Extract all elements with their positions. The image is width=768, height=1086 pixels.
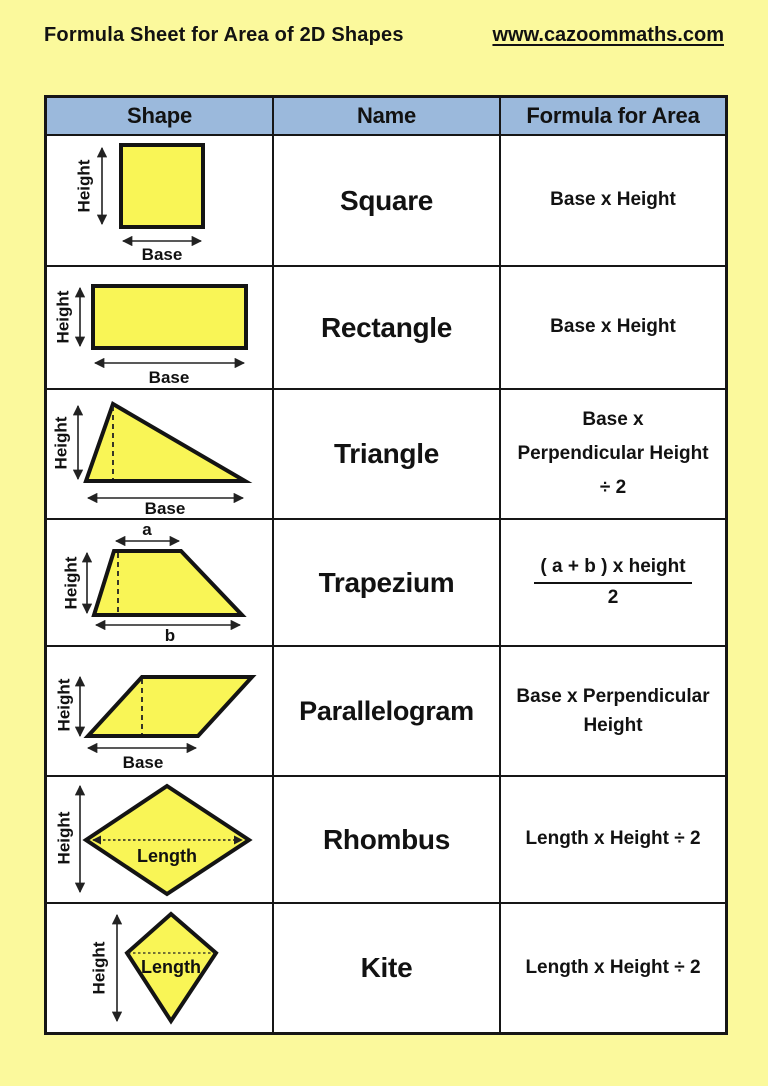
formula-cell: Length x Height ÷ 2 — [501, 904, 725, 1032]
square-shape — [119, 143, 205, 229]
name-cell: Trapezium — [274, 520, 501, 647]
height-label: Height — [55, 678, 74, 731]
parallelogram-diagram: Height Base — [55, 675, 257, 772]
shape-cell-parallelogram: Height Base — [47, 647, 274, 777]
shape-cell-triangle: Height Base — [47, 390, 274, 520]
formula-cell: Length x Height ÷ 2 — [501, 777, 725, 904]
formula-cell: Base x Perpendicular Height — [501, 647, 725, 777]
column-header-formula: Formula for Area — [501, 98, 725, 136]
rhombus-diagram: Height Length — [55, 783, 253, 897]
shape-name: Rectangle — [320, 311, 453, 343]
shape-name: Square — [339, 184, 434, 216]
website-link[interactable]: www.cazoommaths.com — [492, 24, 724, 46]
shape-name: Rhombus — [322, 823, 450, 855]
table-row-triangle: Height Base Triangle Base x Perpendicula… — [47, 390, 725, 520]
formula-cell: ( a + b ) x height 2 — [501, 520, 725, 647]
base-label: Base — [123, 753, 164, 772]
triangle-shape — [83, 401, 253, 483]
formula-text-line1: Base x — [582, 408, 644, 430]
table-header-row: Shape Name Formula for Area — [47, 98, 725, 136]
side-a-label: a — [142, 522, 152, 539]
formula-text-line2: Perpendicular Height — [517, 442, 709, 464]
trapezium-shape — [91, 549, 247, 617]
parallelogram-shape — [83, 675, 257, 738]
column-header-shape: Shape — [47, 98, 274, 136]
rectangle-shape — [91, 284, 248, 350]
formula-fraction: ( a + b ) x height 2 — [534, 556, 692, 609]
shape-name: Parallelogram — [299, 695, 474, 726]
formula-cell: Base x Height — [501, 267, 725, 390]
name-cell: Kite — [274, 904, 501, 1032]
base-label: Base — [145, 499, 186, 516]
height-label: Height — [90, 941, 109, 994]
kite-diagram: Height Length — [90, 911, 219, 1025]
height-label: Height — [52, 416, 71, 469]
column-header-name: Name — [274, 98, 501, 136]
fraction-numerator: ( a + b ) x height — [534, 556, 692, 584]
table-row-rhombus: Height Length Rhombus Length x Height ÷ … — [47, 777, 725, 904]
fraction-denominator: 2 — [607, 587, 619, 608]
formula-text-line2: Height — [583, 715, 643, 736]
kite-shape — [124, 911, 219, 1025]
formula-table: Shape Name Formula for Area Height Base … — [44, 95, 728, 1035]
formula-text-line3: ÷ 2 — [599, 477, 627, 499]
table-row-trapezium: a Height b Trapezium ( a + b ) x height … — [47, 520, 725, 647]
shape-cell-rectangle: Height Base — [47, 267, 274, 390]
base-label: Base — [142, 245, 183, 263]
shape-cell-square: Height Base — [47, 136, 274, 267]
shape-cell-kite: Height Length — [47, 904, 274, 1032]
base-label: Base — [149, 368, 190, 386]
name-cell: Rectangle — [274, 267, 501, 390]
shape-name: Trapezium — [318, 566, 455, 598]
rectangle-diagram: Height Base — [54, 284, 248, 386]
height-label: Height — [55, 811, 74, 864]
shape-cell-trapezium: a Height b — [47, 520, 274, 647]
table-row-square: Height Base Square Base x Height — [47, 136, 725, 267]
formula-text: Length x Height ÷ 2 — [525, 828, 701, 850]
shape-name: Kite — [360, 952, 413, 983]
shape-cell-rhombus: Height Length — [47, 777, 274, 904]
name-cell: Triangle — [274, 390, 501, 520]
formula-text: Base x Height — [550, 316, 676, 338]
height-label: Height — [75, 159, 94, 212]
name-cell: Parallelogram — [274, 647, 501, 777]
length-label: Length — [141, 957, 201, 977]
formula-text: Base x Height — [550, 189, 676, 211]
page-title: Formula Sheet for Area of 2D Shapes — [44, 24, 404, 46]
length-label: Length — [137, 846, 197, 866]
formula-cell: Base x Perpendicular Height ÷ 2 — [501, 390, 725, 520]
name-cell: Rhombus — [274, 777, 501, 904]
table-row-parallelogram: Height Base Parallelogram Base x Perpend… — [47, 647, 725, 777]
formula-cell: Base x Height — [501, 136, 725, 267]
trapezium-diagram: a Height b — [62, 522, 247, 643]
formula-text-line1: Base x Perpendicular — [516, 685, 710, 707]
name-cell: Square — [274, 136, 501, 267]
shape-name: Triangle — [334, 438, 439, 469]
formula-text: Length x Height ÷ 2 — [525, 956, 701, 978]
side-b-label: b — [165, 626, 175, 643]
height-label: Height — [54, 290, 73, 343]
table-row-rectangle: Height Base Rectangle Base x Height — [47, 267, 725, 390]
table-row-kite: Height Length Kite Length x Height ÷ 2 — [47, 904, 725, 1032]
square-diagram: Height Base — [75, 143, 205, 263]
height-label: Height — [62, 556, 81, 609]
triangle-diagram: Height Base — [52, 401, 253, 516]
